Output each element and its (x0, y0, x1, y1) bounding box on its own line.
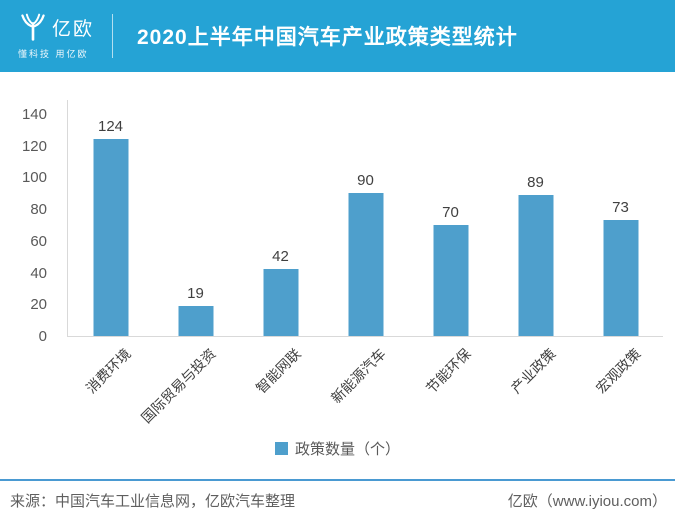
bar (433, 225, 468, 336)
chart-legend: 政策数量（个） (0, 438, 675, 459)
x-category-label: 消费环境 (82, 345, 134, 397)
bar-group: 73 宏观政策 (578, 100, 663, 396)
logo-block: 亿欧 懂科技 用亿欧 (18, 12, 106, 60)
bar-value-label: 90 (357, 172, 374, 190)
x-category-label: 产业政策 (507, 345, 559, 397)
y-tick-label: 140 (21, 106, 47, 123)
y-tick-label: 60 (30, 232, 47, 250)
x-category-label: 国际贸易与投资 (137, 345, 219, 427)
bar (603, 220, 638, 336)
plot-area: 124 消费环境 19 国际贸易与投资 42 智能网联 90 新能源汽车 70 节能环保 89 产业政… (67, 100, 663, 426)
brand-text: 亿欧（www.iyiou.com） (507, 493, 667, 510)
bar-value-label: 89 (527, 173, 544, 191)
legend-label: 政策数量（个） (294, 441, 400, 458)
header-banner: 亿欧 懂科技 用亿欧 2020上半年中国汽车产业政策类型统计 (0, 0, 675, 72)
bar-group: 124 消费环境 (68, 100, 153, 396)
bar-group: 90 新能源汽车 (323, 100, 408, 406)
y-tick-label: 80 (30, 201, 47, 219)
x-category-label: 宏观政策 (592, 345, 644, 397)
x-category-label: 智能网联 (252, 345, 304, 397)
bar-value-label: 124 (97, 118, 124, 136)
bar-value-label: 19 (187, 284, 204, 302)
y-tick-label: 0 (38, 328, 47, 345)
bar (348, 193, 383, 336)
x-category-label: 节能环保 (422, 345, 474, 397)
bar-value-label: 73 (612, 199, 629, 217)
footer-rule (0, 479, 675, 481)
y-tick-label: 40 (30, 264, 47, 282)
legend-swatch (274, 442, 288, 455)
bar-value-label: 70 (442, 204, 459, 221)
bar-group: 70 节能环保 (408, 100, 493, 396)
x-category-label: 新能源汽车 (327, 345, 389, 407)
logo-wordmark: 亿欧 (52, 18, 95, 40)
y-tick-label: 20 (30, 296, 47, 314)
bar (178, 305, 213, 336)
bar-group: 19 国际贸易与投资 (138, 100, 238, 426)
logo-tagline: 懂科技 用亿欧 (18, 49, 89, 59)
yiou-logo-icon (18, 12, 48, 42)
bar-group: 89 产业政策 (493, 100, 578, 396)
footer: 来源：中国汽车工业信息网，亿欧汽车整理 亿欧（www.iyiou.com） (10, 490, 667, 511)
bar-value-label: 42 (272, 248, 289, 266)
source-text: 来源：中国汽车工业信息网，亿欧汽车整理 (10, 493, 296, 510)
bar (93, 139, 128, 336)
y-tick-label: 120 (21, 137, 47, 155)
bar (518, 194, 553, 336)
page-title: 2020上半年中国汽车产业政策类型统计 (137, 26, 518, 49)
bar (263, 269, 298, 336)
y-tick-label: 100 (21, 169, 47, 187)
header-divider (112, 14, 113, 58)
bar-group: 42 智能网联 (238, 100, 323, 396)
